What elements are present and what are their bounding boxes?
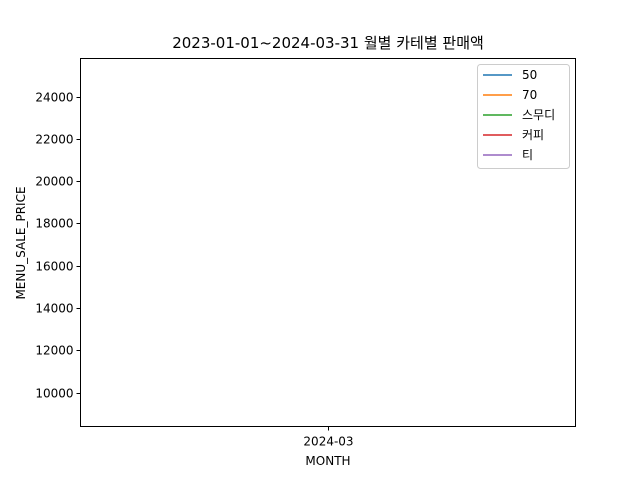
x-tick-label: 2024-03 <box>303 435 353 449</box>
y-tick-label: 22000 <box>35 133 73 147</box>
y-axis: 10000 12000 14000 16000 18000 20000 22000 24000 <box>35 91 81 401</box>
y-tick-label: 12000 <box>35 344 73 358</box>
y-tick-label: 18000 <box>35 217 73 231</box>
legend-label: 티 <box>522 148 533 162</box>
y-tick-label: 20000 <box>35 175 73 189</box>
y-tick-label: 14000 <box>35 302 73 316</box>
legend-label: 50 <box>522 68 537 82</box>
x-axis-label: MONTH <box>305 454 350 468</box>
legend-box <box>477 64 570 169</box>
y-axis-label: MENU_SALE_PRICE <box>14 186 28 299</box>
legend-label: 스무디 <box>522 108 555 122</box>
y-tick-label: 16000 <box>35 260 73 274</box>
y-tick-label: 24000 <box>35 91 73 105</box>
legend-label: 70 <box>522 88 537 102</box>
y-tick-label: 10000 <box>35 387 73 401</box>
chart-title: 2023-01-01~2024-03-31 월별 카테별 판매액 <box>172 34 484 52</box>
x-axis: 2024-03 <box>303 426 354 449</box>
legend-label: 커피 <box>522 128 544 142</box>
